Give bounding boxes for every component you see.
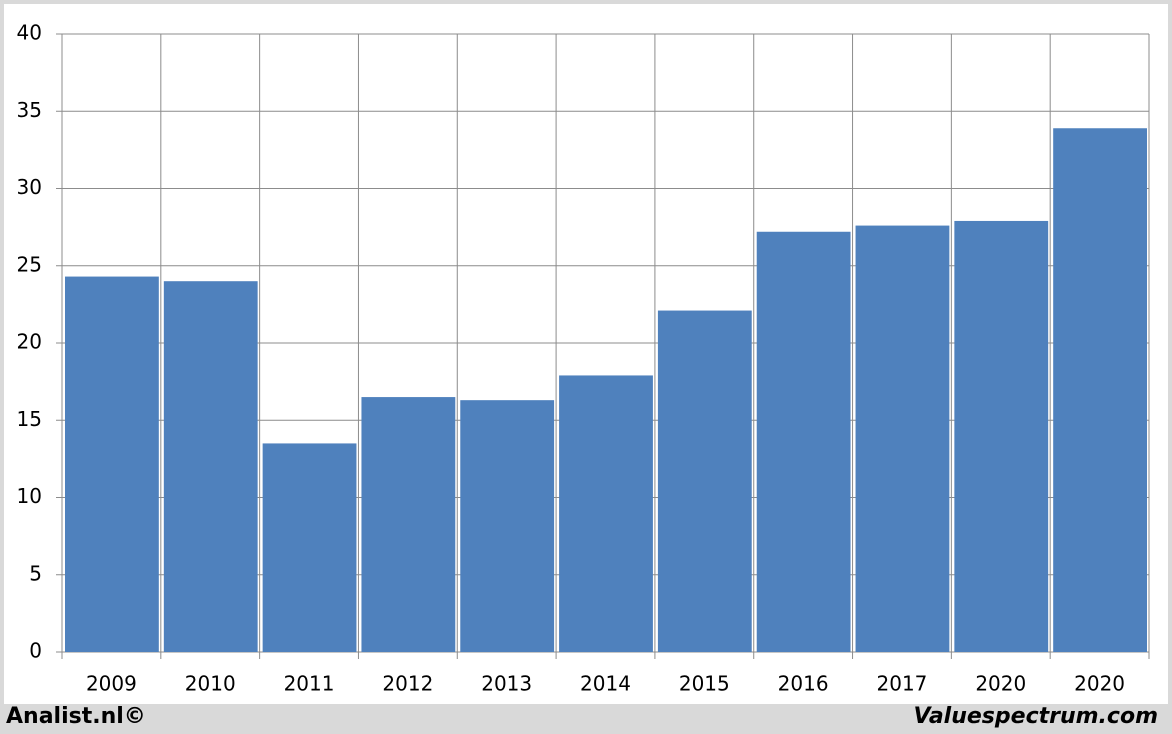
x-tick-label: 2020 xyxy=(1074,672,1125,696)
bar xyxy=(657,310,752,652)
credit-right: Valuespectrum.com xyxy=(914,704,1158,729)
y-tick-label: 30 xyxy=(17,175,42,199)
bar xyxy=(65,276,159,652)
bar xyxy=(559,375,653,652)
x-tick-label: 2009 xyxy=(86,672,137,696)
y-tick-label: 15 xyxy=(17,407,42,431)
x-tick-label: 2010 xyxy=(185,672,236,696)
y-tick-label: 25 xyxy=(17,252,42,276)
bar xyxy=(954,220,1049,652)
x-tick-label: 2017 xyxy=(877,672,928,696)
x-tick-label: 2013 xyxy=(481,672,532,696)
bar xyxy=(855,225,950,652)
bar xyxy=(460,400,555,652)
y-tick-label: 35 xyxy=(17,98,42,122)
bar xyxy=(361,397,456,652)
x-tick-label: 2014 xyxy=(580,672,631,696)
x-tick-label: 2016 xyxy=(778,672,829,696)
y-tick-label: 5 xyxy=(29,561,42,585)
bar xyxy=(756,231,851,652)
credit-left: Analist.nl© xyxy=(6,704,146,729)
bar xyxy=(163,281,258,652)
x-tick-label: 2011 xyxy=(284,672,335,696)
y-tick-label: 20 xyxy=(17,330,42,354)
y-tick-label: 10 xyxy=(17,484,42,508)
x-tick-label: 2012 xyxy=(382,672,433,696)
x-tick-label: 2020 xyxy=(975,672,1026,696)
bar xyxy=(1053,128,1147,652)
y-tick-label: 40 xyxy=(17,21,42,45)
bar xyxy=(262,443,357,652)
x-tick-label: 2015 xyxy=(679,672,730,696)
y-tick-label: 0 xyxy=(29,639,42,663)
